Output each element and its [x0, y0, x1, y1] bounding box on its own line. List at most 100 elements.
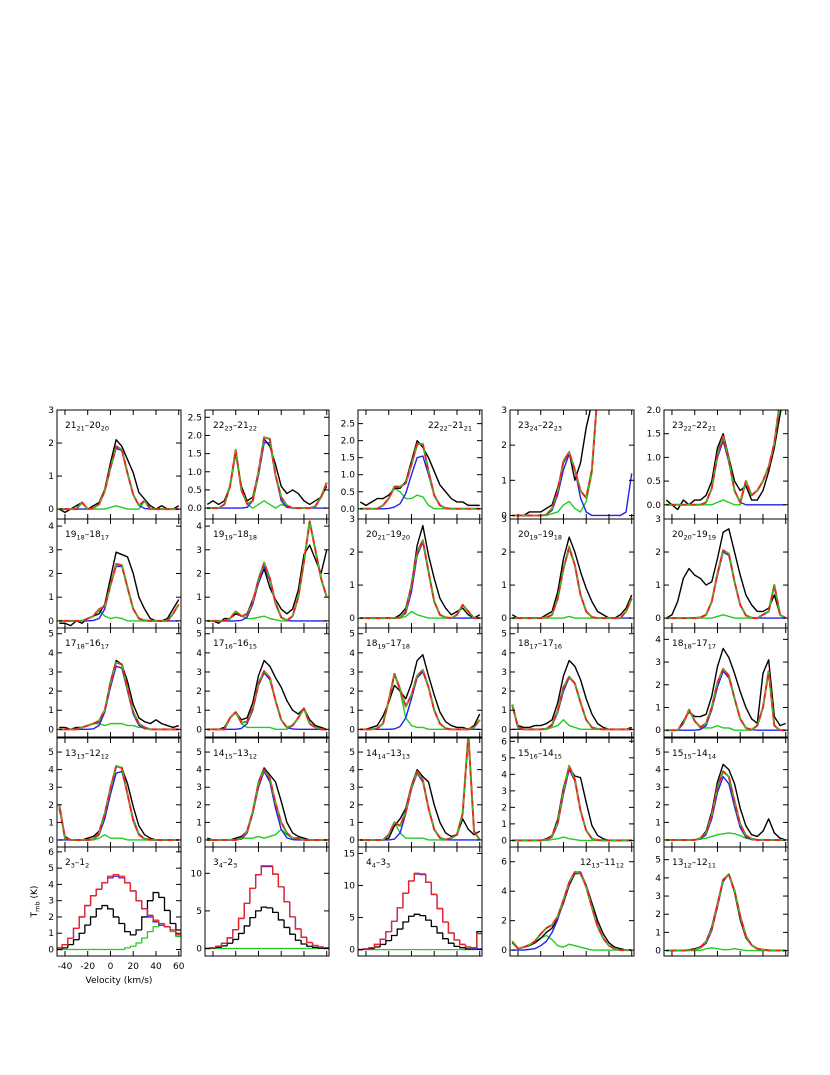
spectrum-line [666, 763, 786, 841]
spectrum-step [436, 894, 443, 910]
spectrum-line [666, 873, 786, 952]
panel-label: 1414–1313 [366, 749, 410, 761]
y-tick-label: 1 [655, 581, 661, 591]
x-tick-label: 40 [150, 962, 162, 972]
panel-label-part: 22 [249, 425, 257, 433]
panel-label-part: 14 [213, 749, 225, 759]
panel-label-part: –22 [538, 421, 554, 431]
spectrum-step [385, 930, 392, 940]
spectrum-line [512, 871, 632, 951]
panel-label-part: 17 [708, 643, 716, 651]
spectrum-step [300, 928, 307, 938]
panel [360, 738, 481, 841]
spectrum-step [413, 873, 420, 881]
y-tick-label: 3 [501, 668, 507, 678]
y-tick-label: 0 [655, 726, 661, 736]
spectrum-line-dash [207, 669, 327, 731]
panel [207, 659, 327, 731]
x-tick-label: -20 [80, 962, 95, 972]
spectrum-line [666, 410, 780, 506]
y-tick-label: 0.5 [188, 486, 202, 496]
spectrum-step [289, 901, 296, 918]
panel [59, 551, 180, 627]
spectrum-step [294, 916, 302, 930]
panel [511, 659, 632, 731]
y-tick-label: 0 [501, 614, 507, 624]
y-axis-label-part: T [30, 911, 40, 918]
spectrum-line [207, 828, 327, 841]
spectrum-line [511, 536, 633, 619]
y-tick-label: 2 [48, 439, 54, 449]
spectrum-step [396, 928, 403, 936]
spectrum-step [175, 929, 181, 936]
spectrum-step [169, 910, 176, 925]
y-tick-label: 0 [501, 836, 507, 846]
spectrum-line-dash [666, 667, 786, 731]
panel-label: 2324–2223 [518, 421, 562, 433]
spectrum-line [360, 455, 480, 510]
panel-frame [56, 627, 182, 738]
spectrum-line [207, 767, 327, 841]
y-tick-label: 1 [349, 581, 355, 591]
y-tick-label: 3 [501, 406, 507, 416]
spectrum-step [61, 943, 68, 948]
y-tick-label: 0 [196, 617, 202, 627]
spectrum-step [118, 916, 125, 925]
panel [511, 536, 633, 620]
panel-label-part: 18 [366, 639, 378, 649]
spectrum-line [59, 659, 179, 731]
panel-label-part: 21 [377, 534, 385, 542]
spectrum-line [59, 447, 179, 510]
spectrum-step [124, 923, 131, 933]
y-tick-label: 3 [655, 783, 661, 793]
panel-label-part: 17 [213, 639, 224, 649]
spectrum-step [300, 928, 307, 938]
spectrum-line [666, 775, 786, 841]
panel-label: 1515–1414 [672, 749, 716, 761]
spectrum-step [84, 904, 91, 917]
panel-label-part: 23 [224, 425, 232, 433]
panel-label-part: 19 [213, 530, 225, 540]
panel-label-part: –19 [538, 530, 554, 540]
panel [206, 436, 328, 510]
spectrum-line-dash [58, 765, 179, 841]
spectrum-step [283, 919, 290, 929]
spectrum-step [106, 875, 114, 883]
spectrum-step [78, 932, 85, 940]
panel-label-part: 3 [386, 862, 390, 870]
panel-label: 2020–1919 [672, 530, 716, 542]
panel-label-part: 16 [554, 643, 562, 651]
spectrum-line [360, 669, 481, 731]
spectrum-step [277, 874, 285, 888]
y-tick-label: 2.0 [188, 431, 203, 441]
spectrum-step [67, 937, 74, 945]
y-tick-label: 0.0 [647, 501, 662, 511]
y-tick-label: 0 [48, 836, 54, 846]
panel-label: 1313–1212 [65, 749, 109, 761]
panel-label: 1213–1112 [580, 858, 624, 870]
spectrum-step [306, 937, 313, 944]
spectrum-step [141, 900, 148, 910]
spectrum-line [666, 770, 786, 841]
y-tick-label: 1.0 [188, 468, 203, 478]
y-tick-label: 0 [196, 944, 202, 954]
y-tick-label: 2 [349, 801, 355, 811]
spectrum-step [124, 876, 131, 884]
panel-label-part: 21 [76, 425, 84, 433]
y-tick-label: 6 [501, 858, 507, 868]
y-tick-label: 1 [349, 818, 355, 828]
y-tick-label: 2 [48, 687, 54, 697]
panel-frame [357, 846, 483, 957]
spectrum-line-dash [59, 563, 180, 622]
spectrum-step [209, 947, 216, 949]
spectrum-line [360, 673, 481, 731]
panel-label-part: 12 [616, 862, 624, 870]
spectrum-step [118, 874, 125, 877]
y-tick-label: 3 [349, 668, 355, 678]
y-tick-label: 2 [196, 570, 202, 580]
spectrum-step [141, 916, 148, 930]
spectrum-step [124, 877, 131, 884]
y-tick-label: 4 [349, 649, 355, 659]
y-tick-label: 4 [655, 766, 661, 776]
spectrum-step [283, 886, 290, 903]
